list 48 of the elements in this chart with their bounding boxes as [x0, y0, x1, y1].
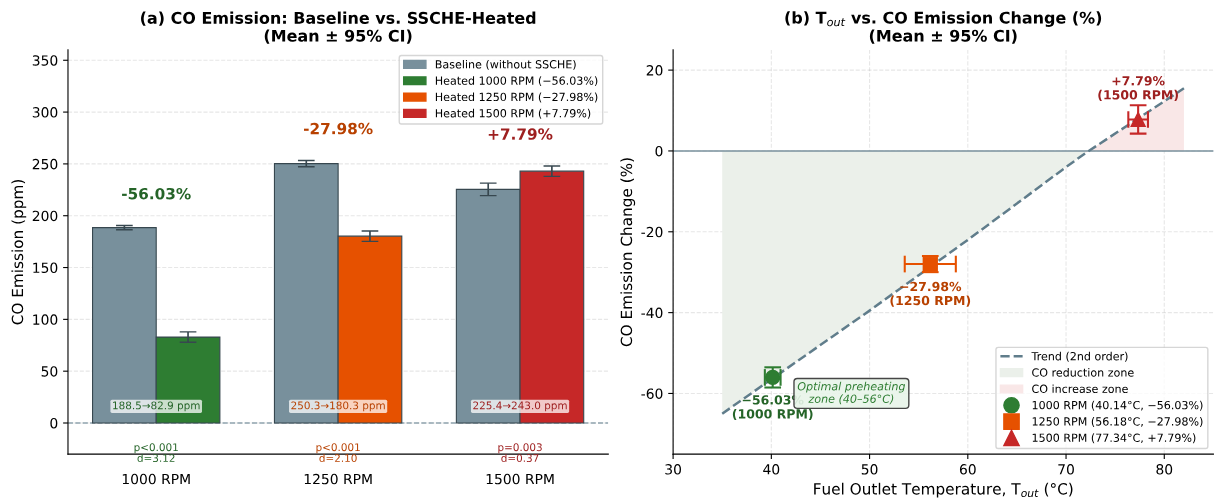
- y-tick-label: -40: [641, 307, 663, 319]
- y-tick-label: 100: [33, 314, 58, 325]
- chart-title: (b) T$_{out}$ vs. CO Emission Change (%) (Mean ± 95% CI): [785, 11, 1102, 44]
- legend-label: 1500 RPM (77.34°C, +7.79%): [1032, 433, 1196, 444]
- annotation: 188.5→82.9 ppm: [113, 401, 200, 412]
- y-tick-label: 300: [32, 107, 58, 118]
- annotation: −27.98% (1250 RPM): [890, 281, 971, 307]
- y-tick-label: 50: [41, 366, 58, 377]
- legend-label: Trend (2nd order): [1031, 351, 1128, 362]
- x-tick-label: 1250 RPM: [304, 473, 372, 485]
- y-axis-title: CO Emission (ppm): [11, 180, 27, 325]
- y-tick-label: -60: [641, 388, 663, 399]
- x-tick-label: 30: [665, 464, 682, 475]
- legend-label: 1250 RPM (56.18°C, −27.98%): [1032, 417, 1203, 427]
- x-tick-label: 50: [861, 464, 878, 475]
- y-tick-label: 0: [655, 145, 663, 157]
- annotation: 225.4→243.0 ppm: [473, 401, 567, 412]
- x-tick-label: 40: [763, 464, 780, 475]
- annotation: +7.79% (1500 RPM): [1098, 76, 1178, 101]
- x-axis-title: Fuel Outlet Temperature, T$_{out}$ (°C): [814, 482, 1073, 498]
- x-tick-label: 1500 RPM: [486, 473, 554, 485]
- annotation: +7.79%: [488, 128, 553, 140]
- annotation: -27.98%: [303, 122, 373, 135]
- legend-label: CO reduction zone: [1032, 368, 1134, 377]
- legend-label: Heated 1250 RPM (−27.98%): [435, 92, 598, 103]
- legend-label: Heated 1500 RPM (+7.79%): [435, 108, 591, 119]
- annotation: p=0.003 d=0.37: [498, 443, 542, 463]
- y-tick-label: 250: [32, 158, 58, 170]
- y-tick-label: 350: [32, 55, 58, 66]
- x-tick-label: 1000 RPM: [122, 473, 190, 485]
- annotation: p<0.001 d=2.10: [316, 443, 360, 463]
- y-tick-label: 0: [50, 417, 58, 429]
- annotation: 250.3→180.3 ppm: [291, 401, 385, 412]
- legend-label: Baseline (without SSCHE): [435, 59, 576, 70]
- y-axis-title: CO Emission Change (%): [620, 158, 636, 347]
- y-tick-label: 200: [32, 210, 58, 222]
- annotation: -56.03%: [122, 187, 191, 200]
- x-tick-label: 70: [1058, 464, 1074, 475]
- y-tick-label: 150: [33, 262, 58, 274]
- y-tick-label: -20: [641, 226, 663, 238]
- chart-title: (a) CO Emission: Baseline vs. SSCHE-Heated (Mean ± 95% CI): [141, 11, 536, 44]
- legend-label: 1000 RPM (40.14°C, −56.03%): [1032, 400, 1203, 411]
- y-tick-label: 20: [646, 65, 663, 76]
- annotation: p<0.001 d=3.12: [134, 443, 178, 463]
- legend-label: CO increase zone: [1032, 384, 1128, 394]
- x-tick-label: 60: [959, 464, 976, 475]
- legend-label: Heated 1000 RPM (−56.03%): [435, 76, 598, 87]
- x-tick-label: 80: [1156, 464, 1173, 475]
